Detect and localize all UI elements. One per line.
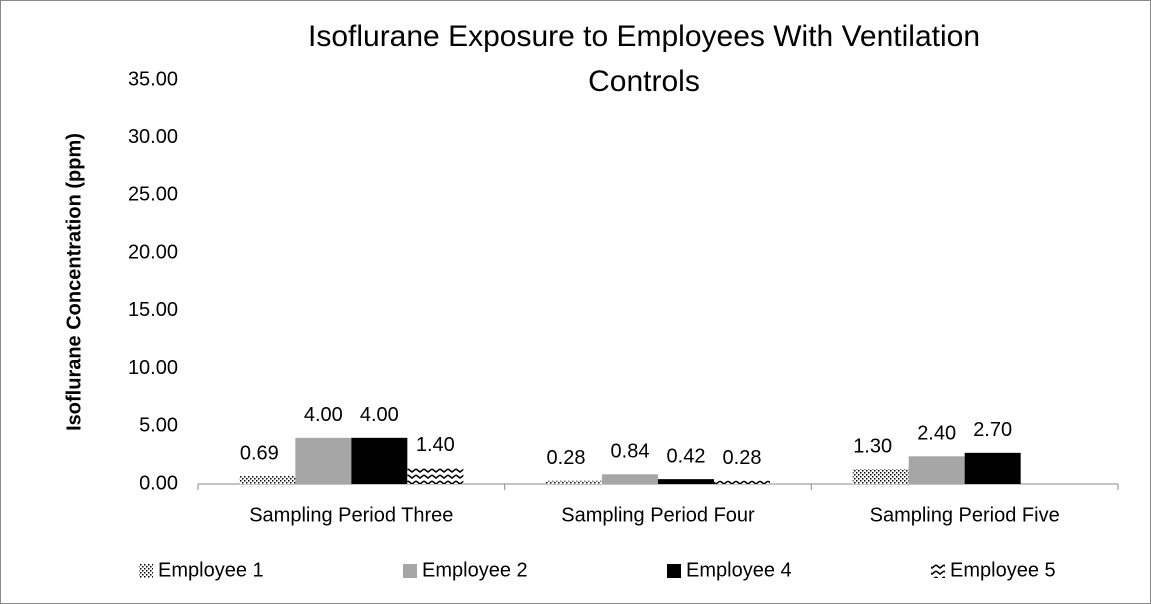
chart-title: Isoflurane Exposure to Employees With Ve… [307,20,981,98]
value-label: 0.28 [723,447,762,469]
y-axis-label: Isoflurane Concentration (ppm) [63,133,85,431]
value-label: 1.30 [853,435,892,457]
y-tick-label: 20.00 [128,241,178,263]
bar [602,474,658,484]
x-tick-label: Sampling Period Four [561,504,755,526]
y-tick-label: 35.00 [128,68,178,90]
bar [239,476,296,484]
bar [714,480,770,484]
bar [546,480,602,484]
value-label: 0.28 [547,447,586,469]
legend-label: Employee 5 [950,559,1056,581]
x-tick-label: Sampling Period Five [870,504,1060,526]
y-tick-label: 0.00 [139,472,178,494]
bar [351,437,408,484]
value-label: 0.42 [667,445,706,467]
bar [658,479,714,484]
y-tick-label: 30.00 [128,126,178,148]
y-tick-label: 25.00 [128,184,178,206]
legend-label: Employee 4 [686,559,792,581]
value-label: 4.00 [360,404,399,426]
value-label: 2.40 [917,423,956,445]
bar [964,452,1021,484]
legend-label: Employee 2 [422,559,528,581]
legend-swatch [931,564,945,578]
legend-swatch [403,564,417,578]
value-label: 4.00 [304,404,343,426]
value-label: 0.69 [240,442,279,464]
bar [908,456,965,484]
value-label: 0.84 [611,441,650,463]
bar [852,468,909,484]
bar [295,437,352,484]
legend-swatch [667,564,681,578]
value-label: 1.40 [416,434,455,456]
legend-label: Employee 1 [158,559,264,581]
legend-swatch [139,564,153,578]
value-label: 2.70 [973,419,1012,441]
y-tick-label: 15.00 [128,299,178,321]
y-tick-label: 10.00 [128,357,178,379]
bar [407,467,464,484]
x-tick-label: Sampling Period Three [249,504,453,526]
y-tick-label: 5.00 [139,415,178,437]
